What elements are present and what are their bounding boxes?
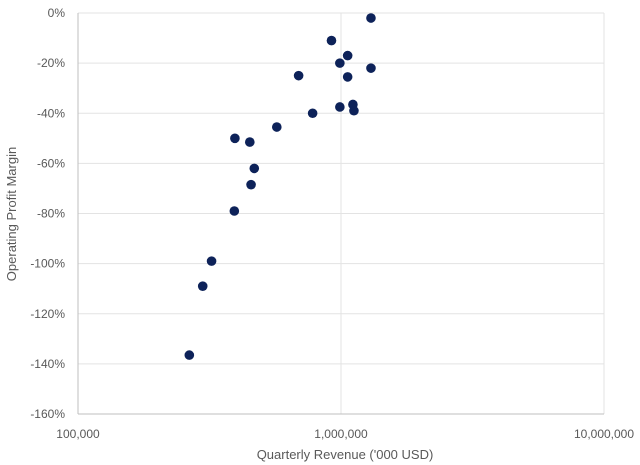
tick-labels: 0% -20% -40% -60% -80% -100% -120% -140% -160% 10…: [30, 6, 634, 441]
y-tick-label: -60%: [37, 156, 65, 170]
data-point: [366, 63, 376, 73]
y-tick-label: -100%: [30, 257, 65, 271]
x-tick-label: 100,000: [56, 427, 100, 441]
y-tick-label: -40%: [37, 106, 65, 120]
data-point: [326, 35, 337, 46]
y-tick-label: -140%: [30, 357, 65, 371]
data-point: [229, 206, 240, 216]
x-axis-title: Quarterly Revenue ('000 USD): [257, 447, 434, 462]
y-tick-label: -20%: [37, 56, 65, 70]
data-point: [335, 58, 345, 68]
data-point: [293, 70, 304, 81]
axes: [77, 13, 604, 415]
data-point: [249, 163, 260, 174]
x-tick-label: 1,000,000: [314, 427, 368, 441]
y-tick-label: 0%: [48, 6, 66, 20]
data-point: [197, 281, 208, 291]
x-tick-label: 10,000,000: [574, 427, 634, 441]
data-points: [184, 13, 376, 360]
data-point: [206, 256, 217, 266]
y-tick-label: -160%: [30, 407, 65, 421]
gridlines: [78, 12, 605, 414]
data-point: [244, 137, 255, 147]
data-point: [271, 122, 282, 132]
data-point: [184, 350, 195, 360]
y-tick-label: -80%: [37, 207, 65, 221]
data-point: [230, 133, 240, 144]
y-tick-label: -120%: [30, 307, 65, 321]
data-point: [342, 72, 353, 82]
data-point: [307, 108, 318, 119]
data-point: [349, 105, 359, 116]
data-point: [342, 50, 353, 61]
data-point: [366, 13, 376, 23]
y-axis-title: Operating Profit Margin: [4, 147, 19, 281]
data-point: [335, 102, 345, 112]
data-point: [246, 179, 256, 190]
